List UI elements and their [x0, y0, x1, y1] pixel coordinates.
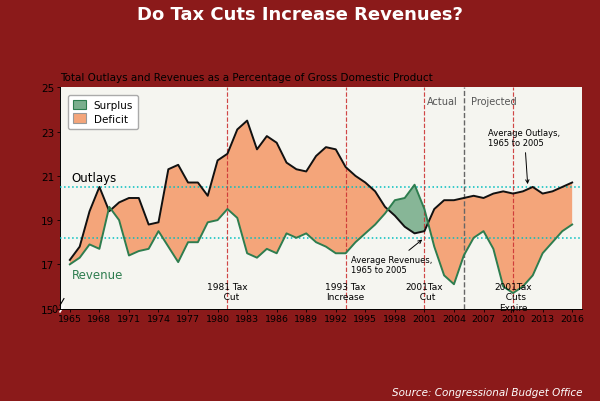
Text: 1993 Tax
Increase: 1993 Tax Increase	[325, 282, 366, 302]
Text: Average Outlays,
1965 to 2005: Average Outlays, 1965 to 2005	[488, 128, 560, 184]
Text: Projected: Projected	[470, 97, 516, 107]
Text: Revenue: Revenue	[72, 268, 123, 281]
Text: Do Tax Cuts Increase Revenues?: Do Tax Cuts Increase Revenues?	[137, 6, 463, 24]
Text: 2001Tax
  Cuts
Expire: 2001Tax Cuts Expire	[494, 282, 532, 312]
Text: Outlays: Outlays	[72, 172, 117, 185]
Text: 2001Tax
  Cut: 2001Tax Cut	[406, 282, 443, 302]
Text: 1981 Tax
   Cut: 1981 Tax Cut	[207, 282, 248, 302]
Text: Average Revenues,
1965 to 2005: Average Revenues, 1965 to 2005	[350, 241, 432, 275]
Text: Actual: Actual	[427, 97, 458, 107]
Text: Source: Congressional Budget Office: Source: Congressional Budget Office	[392, 387, 582, 397]
Text: 0: 0	[51, 304, 57, 314]
Text: Total Outlays and Revenues as a Percentage of Gross Domestic Product: Total Outlays and Revenues as a Percenta…	[60, 73, 433, 83]
Legend: Surplus, Deficit: Surplus, Deficit	[68, 95, 139, 130]
